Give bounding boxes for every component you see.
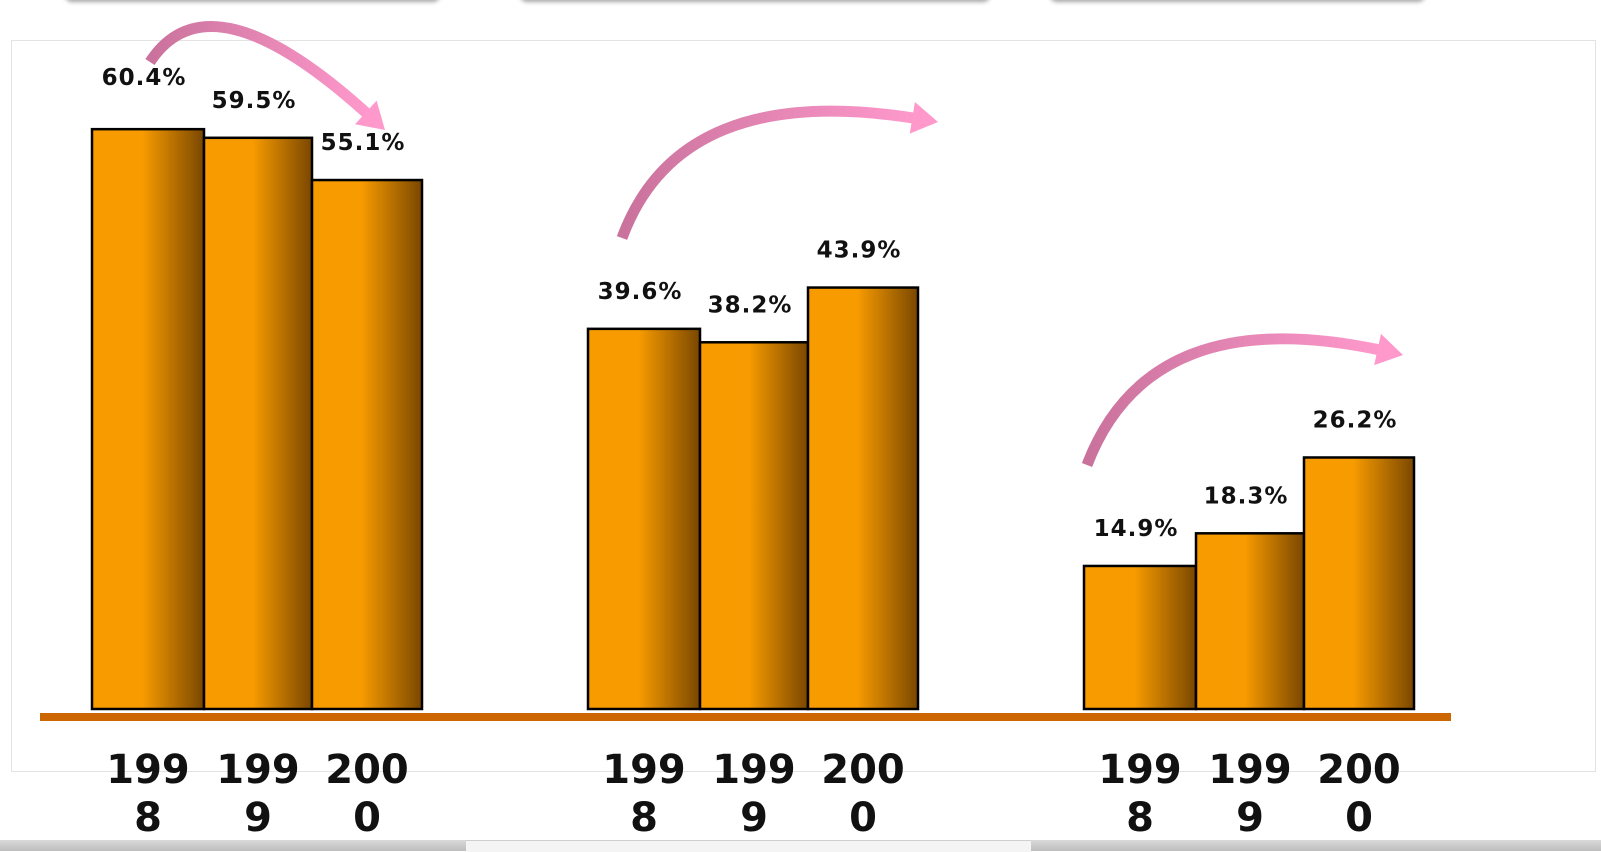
bar-1998-group-1 [90,127,206,711]
data-label-2000-group-2: 43.9% [817,238,902,264]
data-label-1999-group-1: 59.5% [212,88,297,114]
year-label-1998-group-3: 199 8 [1098,747,1182,841]
year-label-2000-group-1: 200 0 [325,747,409,841]
bar-2000-group-1 [310,178,424,711]
year-label-1998-group-2: 199 8 [602,747,686,841]
data-label-1999-group-2: 38.2% [708,292,793,318]
bar-1998-group-3 [1082,564,1198,711]
bar-1999-group-1 [202,136,314,711]
bar-2000-group-2 [806,286,920,711]
year-label-1999-group-3: 199 9 [1208,747,1292,841]
year-label-1999-group-1: 199 9 [216,747,300,841]
trend-arrow-group-3 [1081,333,1403,467]
baseline [40,713,1451,721]
data-label-1998-group-2: 39.6% [598,279,683,305]
trend-arrow-group-1 [145,21,385,130]
year-label-1998-group-1: 199 8 [106,747,190,841]
data-label-1998-group-1: 60.4% [102,65,187,91]
trend-arrow-group-2 [616,102,938,240]
bar-1999-group-2 [698,341,810,711]
year-label-2000-group-2: 200 0 [821,747,905,841]
year-label-1999-group-2: 199 9 [712,747,796,841]
bar-1998-group-2 [586,327,702,711]
bottom-strip-middle [466,840,1031,852]
data-label-2000-group-1: 55.1% [321,130,406,156]
bar-1999-group-3 [1194,532,1306,711]
data-label-2000-group-3: 26.2% [1313,407,1398,433]
data-label-1999-group-3: 18.3% [1204,483,1289,509]
year-label-2000-group-3: 200 0 [1317,747,1401,841]
data-label-1998-group-3: 14.9% [1094,516,1179,542]
bottom-strip-left [0,840,466,851]
bar-2000-group-3 [1302,456,1416,711]
bottom-strip-right [1031,840,1601,851]
